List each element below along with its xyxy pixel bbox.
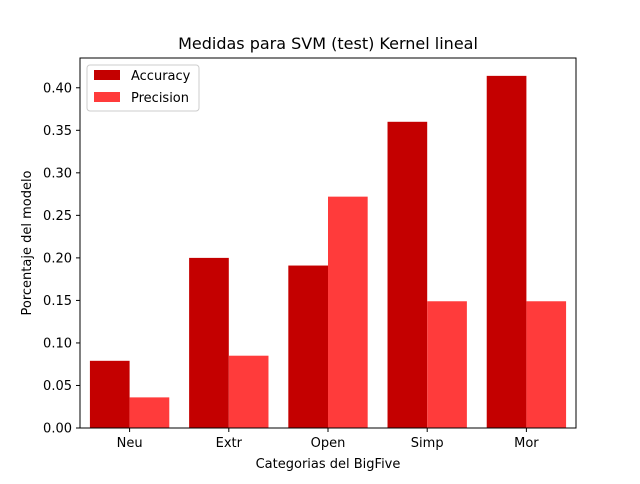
y-tick-label: 0.30: [43, 166, 72, 181]
y-tick-label: 0.35: [43, 124, 72, 139]
x-axis-label: Categorias del BigFive: [256, 457, 401, 472]
y-tick-label: 0.00: [43, 422, 72, 437]
x-axis: Neu Extr Open Simp Mor: [117, 428, 539, 451]
bar-precision-neu: [129, 397, 170, 428]
chart-title: Medidas para SVM (test) Kernel lineal: [178, 34, 478, 53]
bar-precision-simp: [427, 301, 467, 428]
y-tick-label: 0.40: [43, 81, 72, 96]
plot-area: [89, 75, 567, 429]
y-tick-label: 0.20: [43, 251, 72, 266]
y-axis: 0.00 0.05 0.10 0.15 0.20 0.25 0.30 0.35 0.40: [43, 81, 80, 437]
y-tick-label: 0.25: [43, 209, 72, 224]
bar-accuracy-simp: [387, 121, 428, 429]
bar-precision-extr: [228, 355, 269, 428]
legend: Accuracy Precision: [86, 64, 200, 112]
y-tick-label: 0.10: [43, 336, 72, 351]
y-tick-label: 0.15: [43, 294, 72, 309]
legend-swatch: [94, 70, 120, 80]
legend-swatch: [94, 92, 120, 102]
bar-accuracy-open: [288, 265, 328, 428]
bar-accuracy-mor: [486, 75, 527, 429]
bar-precision-open: [328, 196, 368, 428]
legend-label: Precision: [131, 91, 189, 106]
x-tick-label: Open: [311, 436, 346, 451]
y-tick-label: 0.05: [43, 379, 72, 394]
bar-accuracy-extr: [189, 257, 229, 428]
legend-label: Accuracy: [131, 69, 191, 84]
y-axis-label: Porcentaje del modelo: [20, 170, 35, 315]
x-tick-label: Extr: [216, 436, 243, 451]
x-tick-label: Simp: [411, 436, 444, 451]
x-tick-label: Neu: [117, 436, 143, 451]
x-tick-label: Mor: [514, 436, 539, 451]
bar-precision-mor: [526, 301, 567, 428]
bar-accuracy-neu: [89, 360, 130, 428]
